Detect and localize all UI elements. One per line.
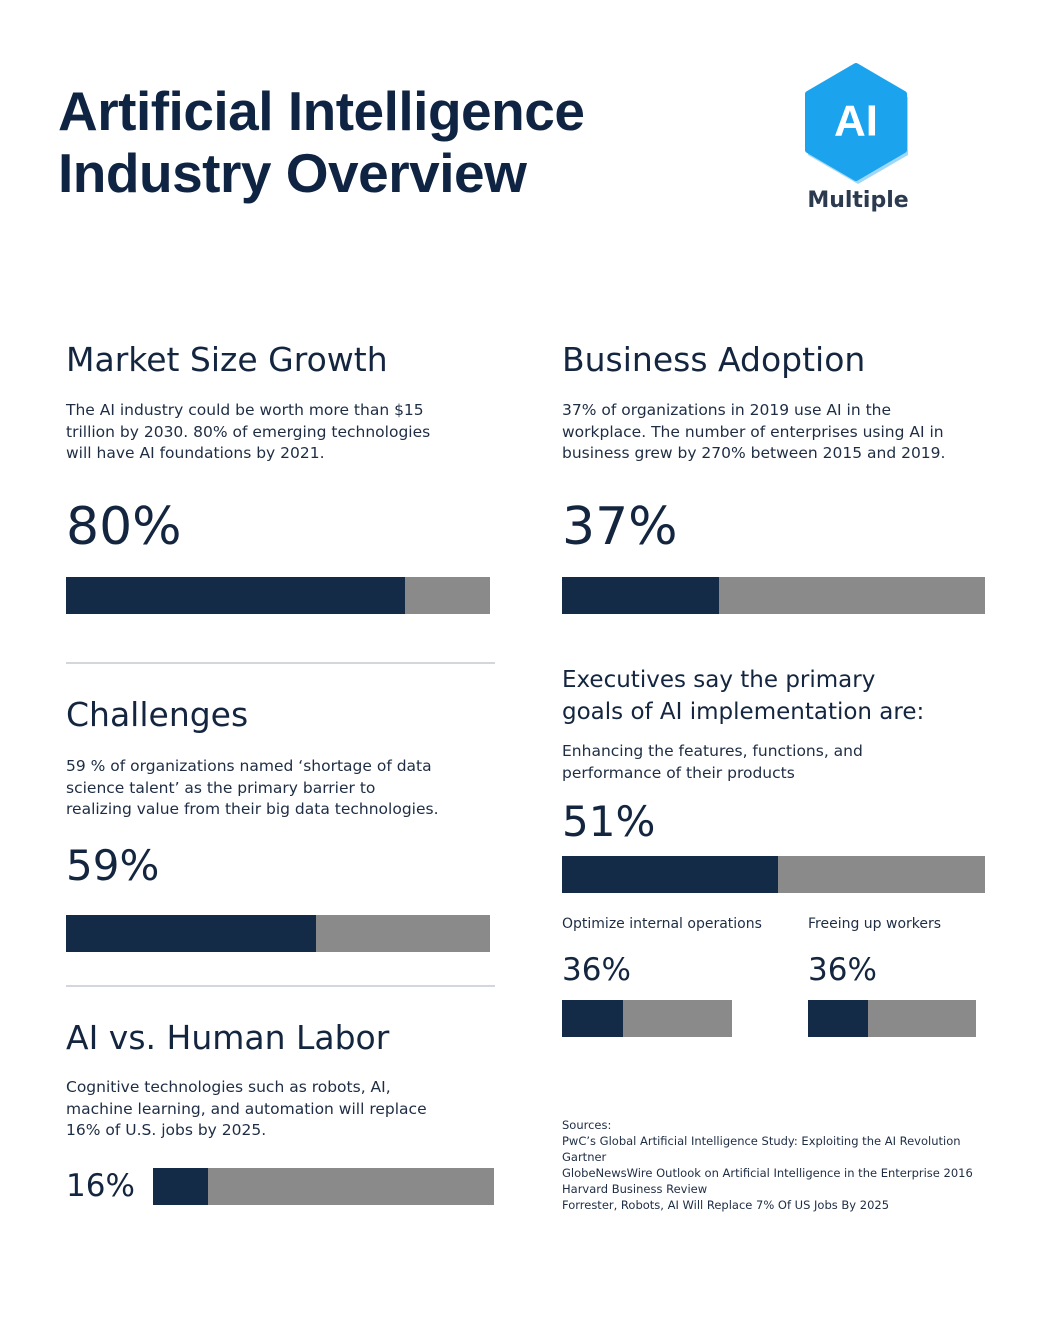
progress-fill — [66, 915, 317, 952]
title: Artificial Intelligence Industry Overvie… — [58, 80, 585, 204]
stat-label: 80% — [66, 497, 182, 557]
body-line: 37% of organizations in 2019 use AI in t… — [562, 401, 892, 419]
progress-fill — [562, 856, 778, 893]
logo-name: Multiple — [807, 188, 908, 213]
progress-track — [153, 1168, 494, 1205]
stat-label: 37% — [562, 497, 678, 557]
section-body: 37% of organizations in 2019 use AI in t… — [562, 400, 945, 465]
progress-track — [66, 915, 490, 952]
body-line: will have AI foundations by 2021. — [66, 444, 325, 462]
progress-fill — [808, 1000, 869, 1037]
body-line: machine learning, and automation will re… — [66, 1099, 427, 1118]
stat-label: 36% — [808, 952, 877, 988]
progress-track — [808, 1000, 976, 1037]
stat-label: 59% — [66, 841, 160, 890]
body-line: The AI industry could be worth more than… — [66, 401, 424, 419]
stat-label: 36% — [562, 952, 631, 988]
body-line: science talent’ as the primary barrier t… — [66, 778, 376, 797]
section-body: 59 % of organizations named ‘shortage of… — [66, 756, 439, 821]
goal-label: Enhancing the features, functions, and p… — [562, 741, 863, 784]
body-line: 16% of U.S. jobs by 2025. — [66, 1121, 267, 1139]
divider — [66, 662, 495, 664]
sources-label: Sources: — [562, 1118, 612, 1132]
body-line: 59 % of organizations named ‘shortage of… — [66, 757, 432, 775]
label-line: Enhancing the features, functions, and — [562, 742, 863, 760]
progress-track — [562, 1000, 732, 1037]
progress-track — [562, 856, 985, 893]
goal-label: Optimize internal operations — [562, 916, 762, 932]
progress-track — [66, 577, 490, 614]
title-line: Artificial Intelligence — [58, 80, 585, 142]
section-heading: Challenges — [66, 695, 249, 734]
source-item: Forrester, Robots, AI Will Replace 7% Of… — [562, 1198, 890, 1212]
body-line: Cognitive technologies such as robots, A… — [66, 1078, 391, 1096]
goal-label: Freeing up workers — [808, 916, 942, 932]
source-item: GlobeNewsWire Outlook on Artificial Inte… — [562, 1166, 973, 1180]
progress-track — [562, 577, 985, 614]
progress-fill — [66, 577, 406, 614]
title-line: Industry Overview — [58, 142, 527, 204]
source-item: Harvard Business Review — [562, 1182, 708, 1196]
section-body: The AI industry could be worth more than… — [66, 400, 430, 465]
logo: AI Multiple — [805, 63, 909, 213]
divider — [66, 985, 495, 987]
progress-fill — [562, 577, 719, 614]
section-heading: Business Adoption — [562, 340, 866, 379]
body-line: business grew by 270% between 2015 and 2… — [562, 444, 946, 462]
section-heading: AI vs. Human Labor — [66, 1018, 390, 1057]
goals-heading: Executives say the primary goals of AI i… — [562, 664, 924, 728]
heading-line: goals of AI implementation are: — [562, 699, 925, 725]
source-item: PwC’s Global Artificial Intelligence Stu… — [562, 1134, 961, 1148]
progress-fill — [562, 1000, 624, 1037]
section-heading: Market Size Growth — [66, 340, 388, 379]
stat-label: 51% — [562, 797, 656, 846]
source-item: Gartner — [562, 1150, 607, 1164]
progress-fill — [153, 1168, 208, 1205]
stat-label: 16% — [66, 1168, 135, 1204]
body-line: workplace. The number of enterprises usi… — [562, 422, 944, 441]
sources: Sources: PwC’s Global Artificial Intelli… — [562, 1117, 973, 1213]
logo-hexagon — [805, 63, 907, 181]
body-line: realizing value from their big data tech… — [66, 800, 439, 818]
logo-mark: AI — [834, 97, 878, 146]
body-line: trillion by 2030. 80% of emerging techno… — [66, 422, 431, 441]
heading-line: Executives say the primary — [562, 667, 876, 693]
section-body: Cognitive technologies such as robots, A… — [66, 1077, 427, 1142]
label-line: performance of their products — [562, 763, 795, 782]
